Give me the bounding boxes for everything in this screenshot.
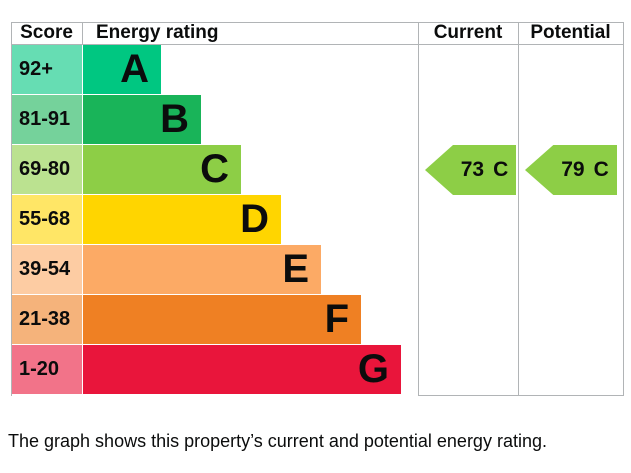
- potential-rating-label: 79 C: [553, 145, 617, 195]
- band-letter-f: F: [324, 297, 349, 341]
- band-letter-d: D: [240, 197, 269, 241]
- rating-row-c: 69-80 C: [12, 145, 622, 195]
- rating-row-a: 92+ A: [12, 45, 622, 95]
- column-header-score: Score: [20, 22, 73, 43]
- column-header-potential: Potential: [530, 22, 611, 43]
- potential-score-value: 79: [561, 158, 585, 181]
- potential-rating-arrow: 79 C: [525, 145, 617, 195]
- score-range-e: 39-54: [12, 245, 82, 294]
- band-bar-c: C: [83, 145, 241, 194]
- score-range-a: 92+: [12, 45, 82, 94]
- rating-row-f: 21-38 F: [12, 295, 622, 345]
- table-bottom-border: [418, 395, 624, 396]
- left-arrow-shape: [425, 145, 516, 195]
- band-letter-e: E: [282, 247, 309, 291]
- rating-row-d: 55-68 D: [12, 195, 622, 245]
- current-column-divider: [418, 22, 419, 396]
- band-letter-b: B: [160, 97, 189, 141]
- rating-row-g: 1-20 G: [12, 345, 622, 395]
- rating-row-b: 81-91 B: [12, 95, 622, 145]
- band-bar-f: F: [83, 295, 361, 344]
- band-bar-e: E: [83, 245, 321, 294]
- table-right-border: [623, 22, 624, 396]
- band-bar-g: G: [83, 345, 401, 394]
- current-rating-label: 73 C: [453, 145, 516, 195]
- current-band-letter: C: [493, 158, 509, 181]
- score-range-g: 1-20: [12, 345, 82, 394]
- potential-band-letter: C: [593, 158, 609, 181]
- band-bar-a: A: [83, 45, 161, 94]
- graph-caption: The graph shows this property’s current …: [8, 431, 547, 451]
- band-bar-d: D: [83, 195, 281, 244]
- table-top-border: [11, 22, 624, 23]
- score-range-d: 55-68: [12, 195, 82, 244]
- rating-row-e: 39-54 E: [12, 245, 622, 295]
- score-range-f: 21-38: [12, 295, 82, 344]
- left-arrow-shape: [525, 145, 617, 195]
- column-header-energy-rating: Energy rating: [96, 22, 219, 43]
- score-range-c: 69-80: [12, 145, 82, 194]
- band-letter-g: G: [357, 347, 389, 391]
- band-letter-c: C: [200, 147, 229, 191]
- potential-column-divider: [518, 22, 519, 396]
- table-left-border: [11, 22, 12, 396]
- header-underline: [11, 44, 624, 45]
- score-range-b: 81-91: [12, 95, 82, 144]
- band-bar-b: B: [83, 95, 201, 144]
- current-score-value: 73: [460, 158, 485, 181]
- band-letter-a: A: [120, 47, 149, 91]
- current-rating-arrow: 73 C: [425, 145, 516, 195]
- column-header-current: Current: [433, 22, 503, 43]
- score-column-divider: [82, 22, 83, 45]
